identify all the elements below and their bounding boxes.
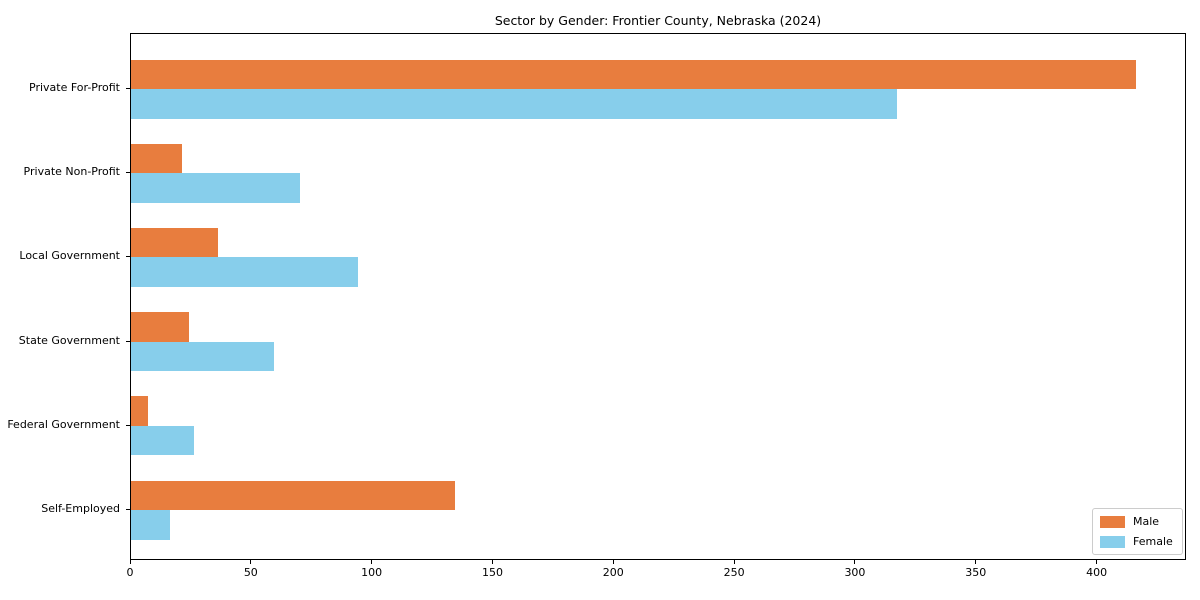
legend-label-female: Female	[1133, 535, 1173, 548]
legend-swatch-male-icon	[1100, 515, 1125, 528]
legend: Male Female	[1092, 508, 1183, 555]
bar-female-6	[131, 510, 170, 540]
x-tick-mark	[975, 560, 977, 564]
legend-swatch-female-icon	[1100, 535, 1125, 548]
x-tick-mark	[250, 560, 252, 564]
y-tick-mark	[126, 256, 130, 258]
y-tick-label: Private Non-Profit	[23, 165, 120, 179]
legend-label-male: Male	[1133, 515, 1160, 528]
x-tick-label: 50	[243, 566, 258, 579]
y-tick-mark	[126, 424, 130, 426]
bar-female-2	[131, 173, 301, 203]
y-tick-label: Self-Employed	[41, 502, 120, 515]
y-tick-mark	[126, 509, 130, 510]
bar-female-4	[131, 341, 274, 372]
x-tick-label: 100	[361, 566, 383, 579]
x-tick-label: 400	[1086, 566, 1108, 579]
x-tick-mark	[854, 560, 856, 564]
y-tick-mark	[126, 172, 130, 174]
x-tick-label: 0	[126, 566, 134, 579]
chart-title: Sector by Gender: Frontier County, Nebra…	[494, 13, 822, 28]
bar-male-5	[131, 396, 148, 426]
plot-area	[130, 33, 1186, 560]
x-tick-mark	[612, 560, 614, 564]
legend-item-male: Male	[1100, 515, 1173, 528]
x-tick-mark	[371, 560, 373, 564]
bar-male-3	[131, 227, 218, 258]
x-tick-label: 150	[481, 566, 503, 579]
x-tick-mark	[1096, 560, 1098, 564]
y-tick-label: Local Government	[19, 249, 120, 263]
bar-female-1	[131, 89, 898, 119]
x-tick-label: 300	[844, 566, 866, 579]
x-tick-label: 200	[602, 566, 624, 579]
y-tick-mark	[126, 88, 130, 89]
bar-male-2	[131, 143, 182, 174]
y-tick-label: Private For-Profit	[29, 81, 120, 94]
x-tick-label: 250	[723, 566, 745, 579]
x-tick-mark	[491, 560, 493, 564]
legend-item-female: Female	[1100, 535, 1173, 548]
bar-female-3	[131, 257, 359, 287]
bar-female-5	[131, 425, 194, 456]
bar-male-1	[131, 59, 1137, 89]
bar-male-4	[131, 312, 189, 342]
x-tick-mark	[733, 560, 735, 564]
y-tick-label: State Government	[18, 333, 120, 347]
x-tick-mark	[129, 560, 131, 564]
y-tick-mark	[126, 340, 130, 342]
bar-male-6	[131, 480, 455, 510]
x-tick-label: 350	[965, 566, 987, 579]
y-tick-label: Federal Government	[7, 417, 120, 431]
